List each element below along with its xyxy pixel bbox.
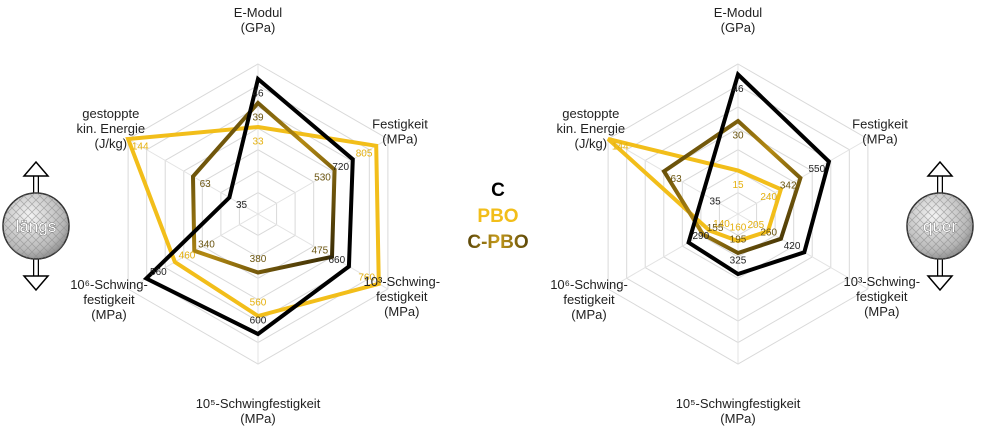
fabric-weave: [907, 193, 973, 259]
axis-label: E-Modul (GPa): [714, 5, 763, 35]
value-label-c: 420: [784, 241, 801, 252]
value-label-c-pbo: 342: [780, 181, 797, 192]
axis-label: Festigkeit (MPa): [852, 117, 908, 147]
value-label-pbo: 144: [132, 142, 149, 153]
value-label-c-pbo: 530: [314, 172, 331, 183]
grid-spoke: [607, 138, 739, 215]
value-label-c-pbo: 155: [707, 223, 724, 234]
value-label-c: 46: [252, 89, 264, 100]
series-polygon-c-pbo: [661, 118, 803, 256]
value-label-pbo: 805: [356, 148, 373, 159]
legend: C PBO C-PBO: [467, 180, 528, 253]
value-label-pbo: 15: [732, 180, 744, 191]
value-label-pbo: 760: [358, 272, 375, 283]
axis-label: gestoppte kin. Energie (J/kg): [76, 106, 145, 151]
arrow-down-icon: [926, 275, 954, 292]
orientation-label: längs: [16, 217, 57, 236]
value-label-c-pbo: 475: [312, 245, 329, 256]
value-label-pbo: 144: [612, 142, 629, 153]
value-label-c: 550: [808, 164, 825, 175]
arrow-down-icon: [22, 275, 50, 292]
arrow-up-icon: [22, 160, 50, 177]
legend-entry-c-pbo: C-PBO: [467, 232, 528, 253]
value-label-c-pbo: 63: [671, 174, 683, 185]
value-label-c: 46: [732, 84, 744, 95]
value-label-c-pbo: 260: [760, 227, 777, 238]
series-polygon-c-pbo: [190, 100, 337, 275]
value-label-pbo: 160: [730, 223, 747, 234]
series-polygon-pbo: [606, 137, 784, 244]
value-label-pbo: 33: [252, 137, 264, 148]
radar-chart-längs: 46 720 660 600 560 35 33 805 760 560 460 144 39 530 47…: [70, 5, 440, 426]
series-polygon-c: [142, 75, 355, 337]
axis-label: gestoppte kin. Energie (J/kg): [556, 106, 625, 151]
series-polygon-c: [686, 70, 832, 277]
orientation-badge-quer: quer: [906, 160, 974, 292]
value-label-c: 600: [250, 316, 267, 327]
grid-spoke: [257, 138, 389, 215]
series-polygon-pbo: [125, 124, 381, 319]
axis-label: Festigkeit (MPa): [372, 117, 428, 147]
axis-label: 10³-Schwing-festigkeit (MPa): [844, 274, 921, 319]
value-label-c-pbo: 380: [250, 254, 267, 265]
axis-label: 10⁶-Schwing-festigkeit (MPa): [550, 277, 628, 322]
legend-entry-c: C: [491, 180, 505, 201]
value-label-c: 35: [710, 196, 722, 207]
value-label-c: 35: [236, 200, 248, 211]
axis-label: 10³-Schwing-festigkeit (MPa): [364, 274, 441, 319]
value-label-pbo: 205: [747, 220, 764, 231]
value-label-c-pbo: 63: [200, 179, 212, 190]
value-label-c: 560: [150, 267, 167, 278]
orientation-badge-längs: längs: [2, 160, 70, 292]
value-label-c-pbo: 30: [732, 131, 744, 142]
value-label-c: 325: [730, 256, 747, 267]
value-label-pbo: 460: [179, 251, 196, 262]
value-label-pbo: 140: [713, 219, 730, 230]
value-label-c-pbo: 340: [198, 239, 215, 250]
grid-spoke: [607, 213, 739, 290]
value-label-c: 720: [332, 162, 349, 173]
value-label-c: 290: [692, 231, 709, 242]
axis-label: 10⁵-Schwingfestigkeit (MPa): [676, 396, 801, 426]
fabric-weave: [3, 193, 69, 259]
axis-label: E-Modul (GPa): [234, 5, 283, 35]
grid-spoke: [737, 138, 869, 215]
axis-label: 10⁵-Schwingfestigkeit (MPa): [196, 396, 321, 426]
radar-grid: [607, 63, 869, 365]
legend-entry-pbo: PBO: [477, 206, 518, 227]
orientation-label: quer: [923, 217, 957, 236]
value-label-c-pbo: 39: [252, 113, 264, 124]
value-label-c-pbo: 195: [730, 235, 747, 246]
grid-spoke: [257, 213, 389, 290]
value-label-c: 660: [328, 255, 345, 266]
arrow-up-icon: [926, 160, 954, 177]
value-label-pbo: 560: [250, 298, 267, 309]
value-label-pbo: 240: [760, 192, 777, 203]
axis-label: 10⁶-Schwing-festigkeit (MPa): [70, 277, 148, 322]
